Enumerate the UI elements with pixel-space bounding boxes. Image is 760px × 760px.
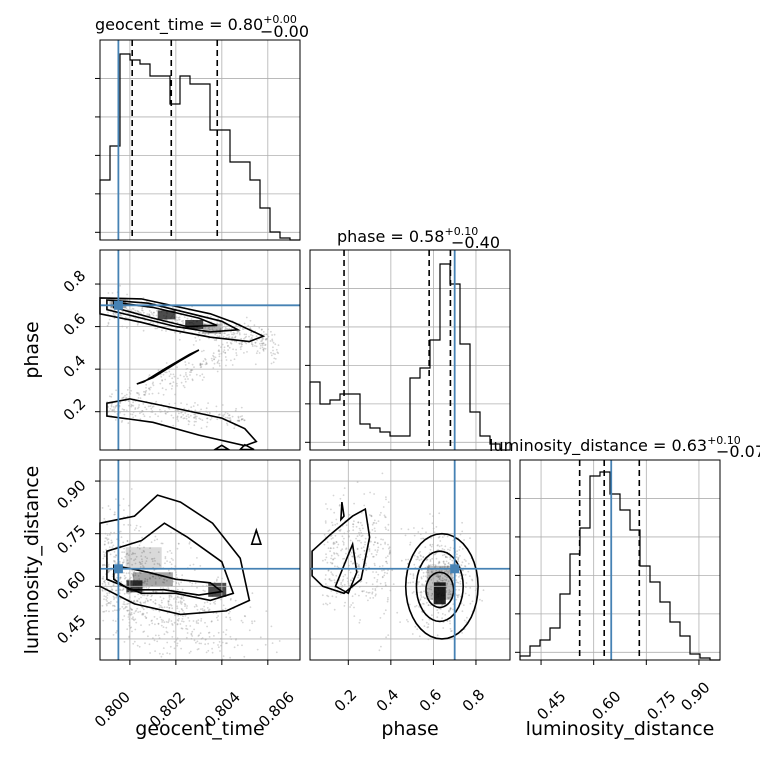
xtick-phase-1: 0.4 bbox=[373, 686, 403, 716]
marks-layer bbox=[99, 40, 720, 661]
scatter-phase-lumdist bbox=[321, 472, 485, 652]
truth-marker-2-0 bbox=[113, 564, 123, 574]
title-luminosity-distance-median: 0.63 bbox=[671, 436, 707, 455]
title-phase-minus-text: −0.40 bbox=[451, 233, 500, 252]
contour-geocent-lumdist-outer bbox=[99, 494, 251, 616]
title-geocent-time-minus-text: −0.00 bbox=[260, 22, 309, 41]
contour-phase-lumdist-right-mid bbox=[415, 550, 465, 623]
density-geocent-phase-3 bbox=[185, 319, 204, 329]
panel-frame-2-2 bbox=[519, 459, 721, 661]
scatter-geocent-phase bbox=[106, 284, 280, 430]
density-geocent-phase-4 bbox=[202, 323, 223, 334]
panel-frame-1-0 bbox=[99, 249, 301, 451]
title-phase: phase = 0.58+0.10 bbox=[337, 225, 478, 246]
truth-marker-2-1 bbox=[450, 564, 460, 574]
density-geocent-lumdist-3 bbox=[208, 582, 227, 597]
xtick-geocent-time-0: 0.800 bbox=[91, 688, 134, 731]
xtick-luminosity-distance-3: 0.90 bbox=[677, 678, 713, 714]
xtick-phase-3: 0.8 bbox=[459, 686, 489, 716]
ytick-phase-3: 0.8 bbox=[60, 267, 90, 297]
xtick-phase-0: 0.2 bbox=[331, 686, 361, 716]
xlabel-phase: phase bbox=[381, 718, 438, 740]
contour-geocent-lumdist-mid bbox=[106, 522, 235, 602]
density-geocent-phase-2 bbox=[157, 310, 176, 320]
contour-geocent-phase-lower bbox=[106, 398, 258, 447]
grid-layer bbox=[100, 40, 720, 660]
title-luminosity-distance-name: luminosity_distance bbox=[489, 436, 648, 456]
histogram-luminosity-distance bbox=[519, 471, 720, 661]
density-geocent-lumdist-2 bbox=[132, 572, 173, 587]
scatter-geocent-lumdist bbox=[101, 488, 281, 661]
xtick-geocent-time-3: 0.806 bbox=[255, 688, 298, 731]
title-luminosity-distance-plus: +0.10 bbox=[707, 434, 741, 447]
contour-geocent-phase-mid bbox=[106, 299, 241, 333]
ytick-luminosity-distance-2: 0.75 bbox=[53, 521, 89, 557]
density-phase-lumdist-1 bbox=[433, 582, 446, 605]
ytick-luminosity-distance-1: 0.60 bbox=[53, 567, 89, 603]
xlabel-geocent-time: geocent_time bbox=[135, 718, 264, 740]
xlabel-luminosity-distance: luminosity_distance bbox=[526, 718, 715, 740]
contour-phase-lumdist-left-small bbox=[339, 501, 345, 522]
ylabel-luminosity-distance: luminosity_distance bbox=[21, 466, 43, 655]
contour-geocent-phase-bridge bbox=[136, 349, 200, 385]
title-luminosity-distance: luminosity_distance = 0.63+0.10 bbox=[489, 434, 741, 456]
ytick-luminosity-distance-3: 0.90 bbox=[53, 476, 89, 512]
contour-phase-lumdist-left-outer bbox=[311, 507, 371, 595]
frames-layer bbox=[95, 39, 721, 665]
title-phase-median: 0.58 bbox=[409, 227, 445, 246]
title-geocent-time-plus: +0.00 bbox=[263, 13, 297, 26]
panel-frame-2-0 bbox=[99, 459, 301, 661]
density-layer bbox=[101, 284, 485, 661]
contour-geocent-lumdist-inner bbox=[113, 564, 224, 596]
histogram-phase bbox=[309, 263, 510, 451]
title-phase-name: phase bbox=[337, 227, 385, 246]
title-geocent-time-median: 0.80 bbox=[228, 15, 264, 34]
panel-frame-0-0 bbox=[99, 39, 301, 241]
density-geocent-lumdist-4 bbox=[125, 547, 162, 570]
ytick-phase-1: 0.4 bbox=[60, 352, 90, 382]
panel-frame-1-1 bbox=[309, 249, 511, 451]
title-geocent-time: geocent_time = 0.80+0.00 bbox=[95, 13, 297, 35]
ylabel-phase: phase bbox=[21, 321, 43, 378]
contour-phase-lumdist-right-inner bbox=[425, 571, 455, 609]
xtick-phase-2: 0.6 bbox=[416, 686, 446, 716]
ytick-phase-2: 0.6 bbox=[60, 310, 90, 340]
title-phase-plus: +0.10 bbox=[444, 225, 478, 238]
contour-phase-lumdist-right-outer bbox=[404, 532, 479, 640]
histogram-geocent-time bbox=[99, 53, 300, 241]
ytick-phase-0: 0.2 bbox=[60, 395, 90, 425]
density-phase-lumdist-2 bbox=[426, 565, 453, 600]
title-luminosity-distance-minus-text: −0.07 bbox=[716, 442, 760, 461]
truth-marker-1-0 bbox=[113, 300, 123, 310]
contour-geocent-lumdist-small bbox=[250, 527, 263, 545]
title-geocent-time-name: geocent_time bbox=[95, 15, 204, 35]
panel-frame-2-1 bbox=[309, 459, 511, 661]
ytick-luminosity-distance-0: 0.45 bbox=[53, 611, 89, 647]
